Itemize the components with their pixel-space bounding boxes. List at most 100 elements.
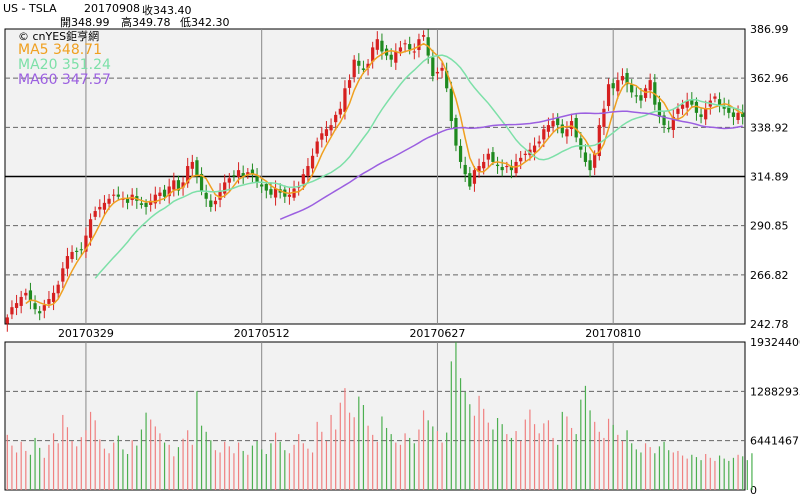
candle-body	[144, 202, 148, 207]
candle-body	[500, 166, 504, 171]
price-tick-label: 266.82	[750, 269, 789, 282]
candle-body	[209, 200, 213, 207]
candle-body	[491, 152, 495, 162]
candle-body	[213, 200, 218, 205]
header-high: 高349.78	[121, 16, 171, 29]
candle-body	[435, 71, 440, 74]
candle-body	[139, 203, 144, 205]
candle-body	[24, 292, 28, 296]
candle-body	[412, 51, 416, 53]
candle-body	[5, 317, 9, 324]
candle-body	[315, 141, 319, 154]
candle-body	[116, 194, 120, 197]
candle-body	[509, 165, 514, 171]
candle-body	[329, 125, 333, 131]
candle-body	[551, 121, 555, 127]
candle-body	[320, 133, 324, 140]
candle-body	[357, 60, 361, 66]
candle-body	[158, 192, 162, 197]
volume-tick-label: 19324400	[750, 336, 800, 349]
candle-body	[264, 183, 268, 191]
candle-body	[625, 72, 629, 85]
price-tick-label: 362.96	[750, 72, 789, 85]
candle-body	[186, 166, 190, 184]
candle-body	[19, 296, 23, 306]
volume-panel	[4, 341, 746, 491]
candle-body	[477, 166, 481, 172]
candle-body	[241, 173, 245, 177]
candle-body	[181, 182, 185, 188]
candle-body	[542, 129, 546, 140]
legend-ma20: MA20 351.24	[18, 57, 111, 73]
candle-body	[347, 80, 352, 88]
candle-body	[537, 141, 541, 144]
candle-body	[310, 155, 315, 169]
candle-body	[634, 95, 638, 97]
candle-body	[699, 114, 703, 117]
candle-body	[61, 268, 65, 282]
candle-body	[223, 182, 227, 194]
candle-body	[84, 235, 88, 252]
candle-body	[394, 51, 398, 63]
candle-body	[421, 35, 426, 37]
candle-body	[56, 284, 60, 294]
candle-body	[602, 108, 606, 127]
candle-body	[657, 102, 662, 117]
candle-body	[292, 188, 296, 198]
candle-body	[125, 198, 130, 203]
candle-body	[42, 305, 46, 311]
candle-body	[662, 115, 666, 126]
price-tick-label: 242.78	[750, 318, 789, 331]
candle-body	[472, 170, 477, 184]
candle-body	[616, 80, 620, 92]
candle-body	[574, 118, 578, 138]
price-tick-label: 338.92	[750, 121, 789, 134]
candle-body	[639, 95, 643, 101]
candle-body	[338, 108, 342, 115]
volume-tick-label: 6441467	[750, 435, 799, 448]
candle-body	[162, 189, 167, 197]
candle-body	[546, 125, 551, 132]
candle-body	[79, 249, 83, 251]
candle-body	[445, 70, 449, 89]
candle-body	[722, 105, 726, 109]
ma20-line	[94, 54, 743, 279]
candle-body	[287, 194, 292, 197]
x-tick-label: 20170329	[58, 327, 114, 340]
candle-body	[620, 76, 625, 81]
candle-body	[690, 99, 694, 105]
candle-body	[680, 104, 685, 109]
watermark: © cnYES鉅亨網	[18, 30, 100, 43]
candle-body	[47, 299, 51, 304]
candle-body	[694, 101, 699, 113]
candle-body	[227, 178, 231, 183]
candle-body	[482, 161, 486, 169]
header-low: 低342.30	[180, 16, 230, 29]
candle-body	[727, 105, 731, 113]
candle-body	[454, 117, 458, 146]
candle-body	[736, 112, 740, 121]
candle-body	[449, 88, 453, 122]
candle-body	[149, 200, 153, 205]
candle-body	[121, 198, 125, 200]
candle-body	[458, 145, 463, 162]
candle-body	[107, 198, 111, 204]
candle-body	[408, 44, 412, 50]
candle-body	[440, 67, 444, 71]
candle-body	[588, 160, 592, 171]
candle-body	[671, 116, 675, 130]
candle-body	[417, 39, 421, 51]
candle-body	[569, 121, 574, 130]
candle-body	[199, 173, 204, 191]
candle-body	[334, 114, 338, 123]
candle-body	[606, 84, 611, 107]
candle-body	[431, 57, 435, 77]
candle-body	[250, 169, 255, 175]
candle-body	[611, 83, 615, 89]
candle-body	[685, 100, 689, 108]
header-symbol: US - TSLA	[3, 2, 57, 15]
candle-body	[556, 118, 560, 126]
candle-body	[371, 47, 375, 62]
legend-ma60: MA60 347.57	[18, 72, 111, 88]
